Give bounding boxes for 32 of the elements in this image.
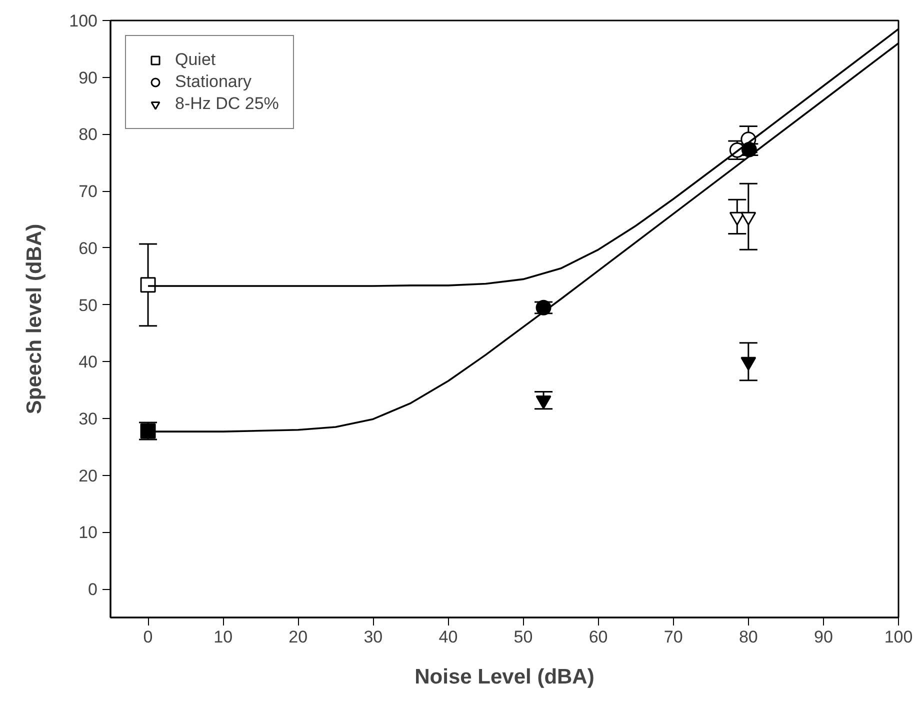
y-tick-label: 0 bbox=[88, 580, 98, 600]
y-tick-label: 10 bbox=[78, 523, 98, 542]
x-tick-label: 40 bbox=[438, 628, 458, 646]
point bbox=[740, 356, 756, 370]
x-tick-label: 0 bbox=[143, 628, 153, 646]
y-tick-label: 20 bbox=[78, 466, 98, 486]
y-tick-label: 90 bbox=[78, 68, 98, 88]
point bbox=[140, 277, 156, 293]
x-tick-label: 70 bbox=[664, 628, 683, 646]
y-tick-label: 100 bbox=[69, 12, 98, 30]
legend-label: Quiet bbox=[175, 50, 216, 70]
point bbox=[536, 396, 552, 410]
y-tick-label: 60 bbox=[78, 238, 98, 258]
x-tick-label: 50 bbox=[514, 628, 533, 646]
x-tick-label: 100 bbox=[884, 628, 913, 646]
x-tick-label: 90 bbox=[814, 628, 833, 646]
point bbox=[740, 212, 756, 226]
y-tick-label: 30 bbox=[78, 410, 98, 428]
x-tick-label: 80 bbox=[738, 628, 758, 646]
x-tick-label: 10 bbox=[214, 628, 233, 646]
x-tick-label: 60 bbox=[588, 628, 608, 646]
x-axis-title: Noise Level (dBA) bbox=[414, 666, 594, 688]
x-tick-label: 20 bbox=[288, 628, 308, 646]
x-tick-label: 30 bbox=[364, 628, 383, 646]
legend-label: Stationary bbox=[175, 72, 252, 92]
y-tick-label: 70 bbox=[78, 182, 98, 202]
point bbox=[729, 212, 745, 226]
y-tick-label: 40 bbox=[78, 352, 98, 372]
y-axis-title: Speech level (dBA) bbox=[23, 224, 46, 414]
y-tick-label: 80 bbox=[78, 125, 98, 144]
legend-label: 8-Hz DC 25% bbox=[175, 94, 279, 114]
y-tick-label: 50 bbox=[78, 296, 98, 315]
